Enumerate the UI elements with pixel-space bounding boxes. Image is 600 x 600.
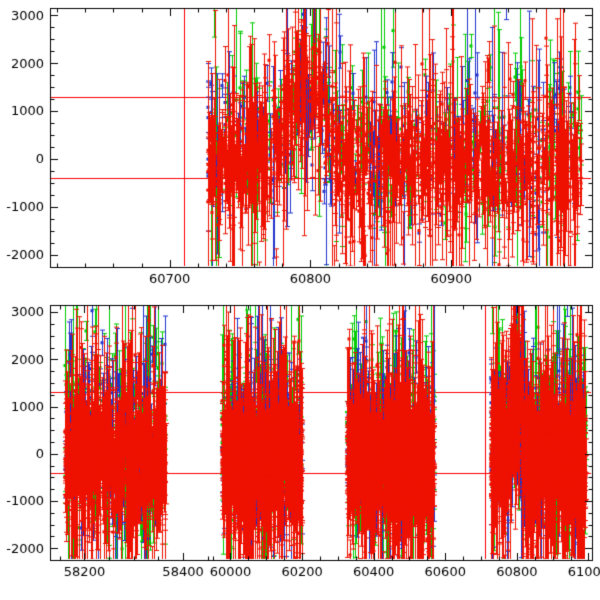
plot-figure: [0, 0, 600, 600]
flux-vs-mjd-timeseries-chart: [0, 0, 600, 600]
